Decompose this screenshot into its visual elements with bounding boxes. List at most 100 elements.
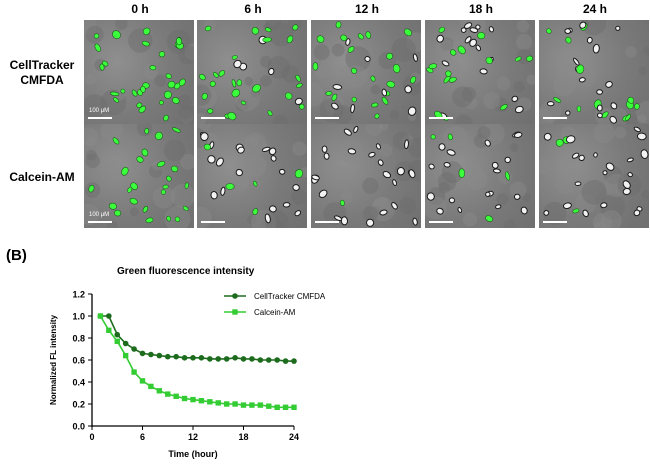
fluorescent-cell bbox=[312, 62, 319, 71]
cell bbox=[564, 28, 571, 35]
series-point bbox=[198, 355, 205, 361]
fluorescent-cell bbox=[172, 97, 180, 104]
fluorescent-cell bbox=[218, 70, 226, 77]
fluorescent-cell bbox=[110, 91, 120, 97]
fluorescent-cell bbox=[94, 43, 101, 52]
row-label-calcein: Calcein-AM bbox=[2, 170, 82, 185]
cell bbox=[596, 89, 603, 95]
series-point bbox=[114, 331, 121, 338]
scale-bar bbox=[429, 117, 453, 119]
fluorescent-cell bbox=[112, 137, 120, 145]
fluorescent-cell bbox=[93, 33, 100, 39]
cell bbox=[220, 186, 226, 196]
micrograph-image bbox=[425, 124, 532, 228]
cell bbox=[640, 149, 649, 159]
y-tick-label: 0.8 bbox=[72, 334, 85, 344]
fluorescent-cell bbox=[292, 24, 299, 31]
x-tick-label: 12 bbox=[188, 432, 198, 442]
series-point bbox=[97, 313, 104, 319]
y-tick-label: 1.0 bbox=[72, 312, 85, 322]
cell bbox=[488, 26, 495, 33]
cell bbox=[366, 218, 375, 227]
series-point bbox=[282, 404, 289, 410]
fluorescent-cell bbox=[457, 45, 466, 55]
cell bbox=[381, 88, 388, 97]
fluorescent-cell bbox=[500, 104, 508, 111]
cell bbox=[279, 168, 286, 175]
series-point bbox=[223, 356, 230, 362]
fluorescent-cell bbox=[102, 60, 109, 67]
time-label-18h: 18 h bbox=[468, 2, 493, 16]
scale-bar bbox=[88, 117, 112, 119]
micrograph-image bbox=[426, 20, 535, 124]
fluorescent-cell bbox=[154, 131, 163, 140]
fluorescent-cell bbox=[113, 97, 120, 103]
scale-bar bbox=[201, 117, 225, 119]
row-label-cmfda-line1: CellTracker bbox=[9, 58, 75, 72]
cell bbox=[412, 53, 418, 62]
cell bbox=[605, 162, 615, 171]
cell bbox=[543, 210, 550, 216]
cell bbox=[233, 59, 242, 69]
cell bbox=[210, 191, 218, 200]
series-point bbox=[131, 346, 137, 352]
fluorescent-cell bbox=[162, 184, 169, 190]
series-point bbox=[215, 400, 221, 406]
fluorescent-cell bbox=[325, 91, 333, 96]
fluorescent-cell bbox=[236, 79, 243, 87]
cell bbox=[469, 38, 477, 47]
micrograph-image bbox=[311, 124, 421, 227]
cell bbox=[469, 27, 479, 33]
cell bbox=[627, 172, 633, 178]
fluorescent-cell bbox=[167, 80, 176, 89]
micrograph-panel: 100 μM bbox=[84, 124, 194, 228]
fluorescent-cell bbox=[267, 110, 273, 116]
fluorescent-cell bbox=[166, 215, 172, 222]
fluorescent-cell bbox=[207, 108, 214, 114]
fluorescent-cell bbox=[458, 168, 466, 178]
cell bbox=[446, 149, 456, 156]
cell bbox=[479, 68, 488, 75]
fluorescent-cell bbox=[141, 40, 150, 47]
fluorescent-cell bbox=[212, 72, 219, 78]
cell bbox=[593, 152, 598, 158]
fluorescent-cell bbox=[253, 180, 258, 187]
fluorescent-cell bbox=[447, 133, 453, 141]
cell bbox=[294, 97, 303, 106]
fluorescent-cell bbox=[112, 30, 121, 39]
cell bbox=[492, 168, 501, 174]
fluorescent-cell bbox=[428, 63, 438, 69]
cell bbox=[404, 85, 413, 94]
fluorescent-cell bbox=[357, 33, 364, 40]
series-point bbox=[165, 391, 171, 397]
fluorescent-cell bbox=[331, 93, 338, 102]
micrograph-panel bbox=[539, 20, 649, 124]
x-tick-label: 24 bbox=[289, 432, 299, 442]
cell bbox=[333, 215, 343, 222]
series-point bbox=[122, 340, 129, 347]
fluorescent-cell bbox=[182, 205, 189, 211]
fluorescent-cell bbox=[381, 96, 389, 105]
fluorescent-cell bbox=[127, 187, 133, 193]
fluorescent-cell bbox=[576, 105, 582, 113]
row-label-cmfda-line2: CMFDA bbox=[20, 73, 64, 87]
series-point bbox=[173, 353, 179, 360]
micrograph-panel: 100 μM bbox=[84, 20, 194, 124]
cell bbox=[464, 36, 472, 44]
cell bbox=[592, 43, 600, 54]
fluorescent-cell bbox=[316, 35, 325, 43]
cell bbox=[368, 151, 376, 158]
fluorescent-cell bbox=[149, 65, 157, 71]
fluorescent-cell bbox=[136, 102, 143, 108]
fluorescent-cell bbox=[225, 183, 235, 190]
cell bbox=[353, 125, 359, 134]
time-label-0h: 0 h bbox=[131, 2, 149, 16]
cell bbox=[441, 60, 450, 67]
fluorescent-cell bbox=[514, 56, 522, 62]
fluorescent-cell bbox=[203, 143, 211, 151]
fluorescent-cell bbox=[121, 166, 129, 176]
micrograph-panel bbox=[311, 20, 421, 124]
cell bbox=[261, 146, 271, 152]
scale-bar bbox=[429, 221, 453, 223]
row-label-cmfda: CellTracker CMFDA bbox=[2, 58, 82, 88]
